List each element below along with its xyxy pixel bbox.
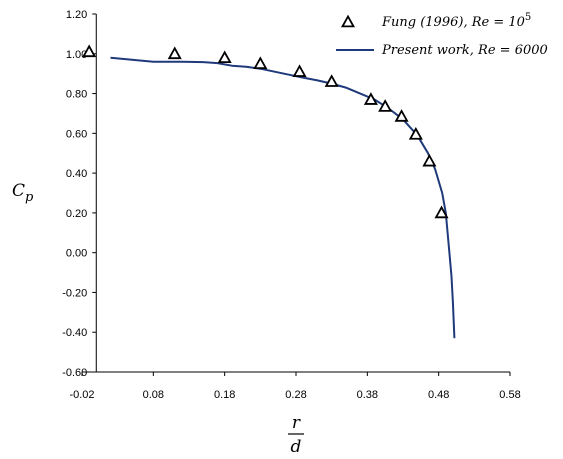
legend-label-fung-superscript: 5 [525,12,531,23]
data-point [378,99,393,112]
y-axis-title-subscript: p [25,190,34,205]
y-tick-label: 0.40 [66,168,87,180]
x-tick-label: 0.58 [499,389,520,401]
x-tick-label: 0.28 [285,389,306,401]
x-tick-label: -0.02 [69,389,94,401]
x-tick-label: 0.08 [143,389,164,401]
x-axis-title-denominator: d [291,437,302,457]
y-tick-label: 1.00 [66,49,87,61]
data-point [434,205,449,219]
data-point [363,92,378,105]
data-point [408,126,423,140]
series-fung [82,44,449,219]
y-tick-label: -0.40 [62,327,87,339]
x-tick-label: 0.18 [214,389,235,401]
x-tick-label: 0.48 [428,389,449,401]
tick-labels: 1.20 1.00 0.80 0.60 0.40 0.20 0.00 -0.20 -0.40 -0… [62,9,521,401]
data-point [422,153,437,167]
y-tick-label: 0.80 [66,89,87,101]
y-tick-label: -0.60 [62,367,87,379]
legend-label-present-work: Present work, Re = 6000 [381,43,548,58]
data-point [253,56,268,70]
data-point [167,46,182,60]
x-tick-label: 0.38 [357,389,378,401]
y-axis-title-base: C [12,181,25,201]
legend-marker-fung [340,14,356,28]
series-present-work [110,56,456,339]
y-tick-label: -0.20 [62,287,87,299]
data-point [292,64,307,77]
legend: Fung (1996), Re = 105 Present work, Re = … [336,12,548,58]
series-line-path [110,56,456,339]
plot-axes [81,13,511,376]
y-tick-label: 1.20 [66,9,87,21]
x-axis-title-numerator: r [292,413,301,433]
data-point [394,109,409,122]
axis-titles: Cp rd [12,181,304,457]
y-axis-title: Cp [12,181,34,205]
y-tick-label: 0.20 [66,208,87,220]
legend-label-fung: Fung (1996), Re = 105 [381,12,531,30]
y-tick-label: 0.60 [66,128,87,140]
data-point [82,44,97,58]
data-point [324,74,339,87]
y-tick-label: 0.00 [66,248,87,260]
data-point [217,50,232,64]
